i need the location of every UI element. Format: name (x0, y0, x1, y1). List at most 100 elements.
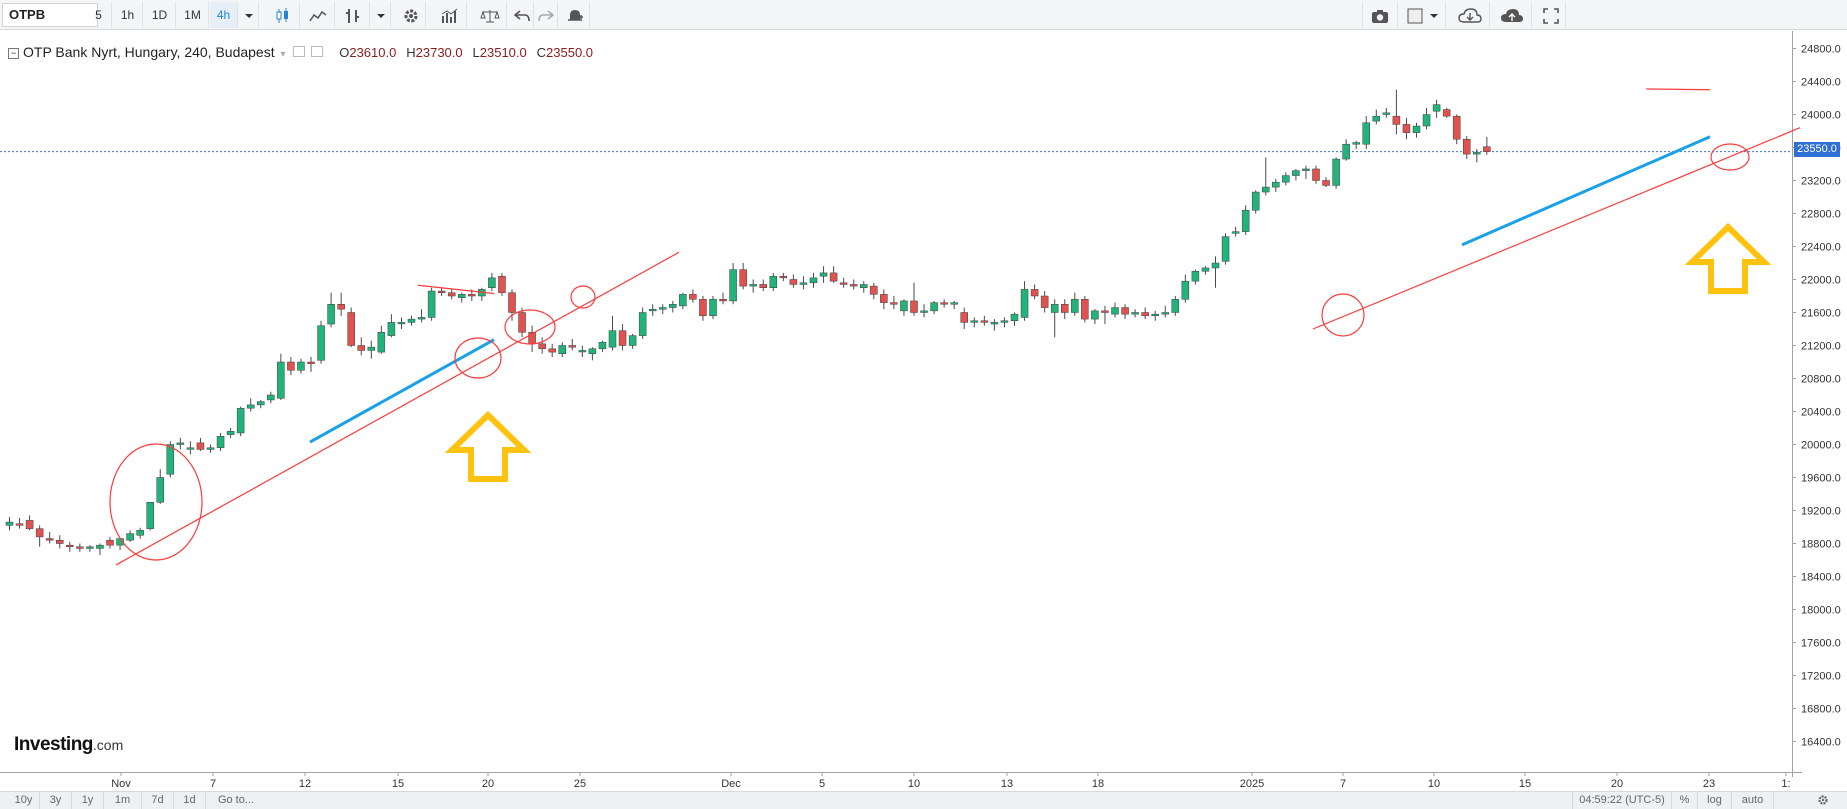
alert-button[interactable] (560, 2, 590, 28)
candle (1040, 291, 1049, 313)
candle (1010, 312, 1019, 326)
range-1y[interactable]: 1y (72, 792, 104, 809)
y-tick-label: 20400.0 (1801, 407, 1841, 419)
candle-body (1221, 236, 1230, 262)
axis-settings-button[interactable] (1808, 792, 1838, 809)
candle (860, 281, 868, 293)
goto-button[interactable]: Go to... (217, 794, 255, 806)
percent-toggle[interactable]: % (1672, 792, 1698, 809)
candle-body (257, 401, 265, 406)
interval-5[interactable]: 5 (86, 2, 112, 28)
clock-readout: 04:59:22 (UTC-5) (1572, 792, 1672, 809)
legend-menu-icon[interactable]: ▾ (280, 49, 286, 60)
redo-button[interactable] (534, 2, 558, 28)
resistance-line[interactable] (417, 284, 495, 295)
candle (669, 300, 677, 313)
candlestick-style-button[interactable] (266, 2, 300, 28)
fullscreen-button[interactable] (1536, 2, 1566, 28)
x-tick-label: 1: (1781, 778, 1790, 790)
candle (890, 296, 898, 310)
candle (779, 272, 788, 282)
candle (789, 274, 798, 288)
chart-style-button[interactable] (1400, 2, 1446, 28)
candle (1171, 296, 1180, 316)
candle-body (769, 275, 778, 288)
range-3y[interactable]: 3y (40, 792, 72, 809)
candle (35, 525, 44, 547)
candle-body (1322, 180, 1330, 186)
candle-body (689, 294, 697, 300)
support-line[interactable] (309, 338, 495, 444)
log-toggle[interactable]: log (1698, 792, 1732, 809)
area-style-button[interactable] (301, 2, 335, 28)
interval-dropdown-button[interactable] (239, 2, 259, 28)
candle-body (960, 312, 968, 323)
resistance-line[interactable] (1645, 88, 1711, 91)
candle-body (1412, 125, 1421, 133)
highlight-circle[interactable] (1710, 143, 1750, 171)
low-value: 23510.0 (479, 45, 527, 60)
candle-body (1452, 115, 1461, 140)
indicators-button[interactable] (336, 2, 370, 28)
trendline[interactable] (1312, 127, 1801, 330)
candle-body (1392, 115, 1401, 125)
candle (749, 279, 757, 293)
candle (1282, 172, 1290, 186)
cloud-save-button[interactable] (1492, 2, 1532, 28)
highlight-circle[interactable] (504, 309, 556, 345)
candle (1362, 116, 1370, 150)
candle (1071, 292, 1079, 316)
plot-area[interactable] (0, 31, 1792, 772)
indicators-dropdown-button[interactable] (371, 2, 391, 28)
candle-body (1402, 124, 1411, 133)
candle-body (518, 312, 526, 333)
interval-1d[interactable]: 1D (144, 2, 176, 28)
candle-body (1061, 304, 1069, 313)
range-1d[interactable]: 1d (174, 792, 206, 809)
collapse-legend-icon[interactable]: − (8, 48, 19, 59)
legend-settings-icon[interactable] (311, 46, 324, 57)
cloud-load-button[interactable] (1450, 2, 1490, 28)
candle-body (1312, 168, 1320, 181)
range-10y[interactable]: 10y (8, 792, 40, 809)
candle-body (447, 292, 456, 297)
highlight-circle[interactable] (570, 285, 596, 309)
last-price-label: 23550.0 (1794, 142, 1840, 157)
volume-button[interactable] (433, 2, 467, 28)
range-7d[interactable]: 7d (142, 792, 174, 809)
candle-body (1161, 312, 1169, 315)
up-arrow-icon (444, 410, 532, 482)
candle (819, 266, 828, 283)
chevron-down-icon (376, 13, 385, 18)
candle-body (1191, 271, 1200, 282)
candle (900, 299, 908, 316)
candle-body (1372, 115, 1381, 122)
symbol-input[interactable]: OTPB (2, 3, 98, 27)
interval-1m[interactable]: 1M (177, 2, 209, 28)
screenshot-button[interactable] (1362, 2, 1398, 28)
range-1m[interactable]: 1m (104, 792, 142, 809)
trendline[interactable] (115, 251, 680, 566)
candle (1241, 205, 1250, 235)
candle-body (1251, 191, 1260, 211)
highlight-circle[interactable] (109, 443, 203, 561)
candle (277, 353, 285, 400)
legend-eye-icon[interactable] (293, 46, 306, 57)
undo-button[interactable] (510, 2, 534, 28)
compare-button[interactable] (473, 2, 507, 28)
auto-toggle[interactable]: auto (1732, 792, 1774, 809)
highlight-circle[interactable] (454, 337, 502, 379)
candle-body (427, 290, 436, 318)
candle (1342, 139, 1350, 161)
interval-4h[interactable]: 4h (210, 2, 238, 28)
interval-1h[interactable]: 1h (113, 2, 143, 28)
support-line[interactable] (1461, 135, 1711, 247)
highlight-circle[interactable] (1321, 293, 1365, 337)
price-chart[interactable]: 24800.024400.024000.023600.023200.022800… (0, 31, 1847, 790)
candle-body (799, 282, 808, 285)
close-value: 23550.0 (546, 45, 594, 60)
candle (96, 543, 104, 556)
candle-body (196, 442, 205, 450)
settings-button[interactable] (396, 2, 426, 28)
candle (1191, 269, 1200, 285)
